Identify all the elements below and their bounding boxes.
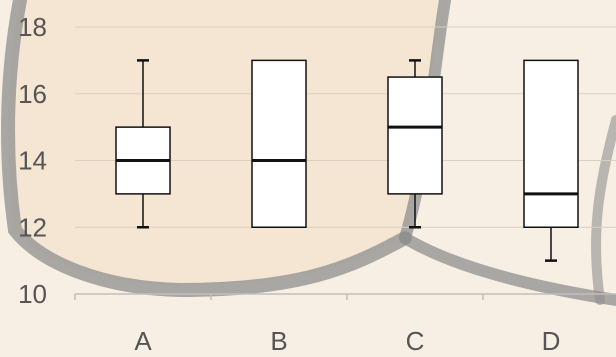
decor-region-left xyxy=(8,0,441,285)
decor-outline-left xyxy=(1,0,412,298)
y-tick-label: 16 xyxy=(18,79,47,109)
iqr-box xyxy=(251,59,307,228)
box-D xyxy=(523,59,579,262)
y-tick-label: 14 xyxy=(18,146,47,176)
box-C xyxy=(387,59,443,229)
decor-outline-right xyxy=(591,115,616,305)
x-tick-label: B xyxy=(270,326,287,352)
box-B xyxy=(251,59,307,228)
x-axis: A B C D xyxy=(74,293,616,356)
x-tick-label: C xyxy=(406,326,425,352)
boxes xyxy=(115,59,579,262)
y-tick-label: 10 xyxy=(18,279,47,309)
y-tick-label: 12 xyxy=(18,212,47,242)
x-tick-label: A xyxy=(134,326,152,352)
iqr-box xyxy=(387,76,443,195)
box-A xyxy=(115,59,171,229)
y-axis: 10 12 14 16 18 xyxy=(18,12,47,309)
y-tick-label: 18 xyxy=(18,12,47,42)
iqr-box xyxy=(523,59,579,228)
x-tick-label: D xyxy=(542,326,561,352)
